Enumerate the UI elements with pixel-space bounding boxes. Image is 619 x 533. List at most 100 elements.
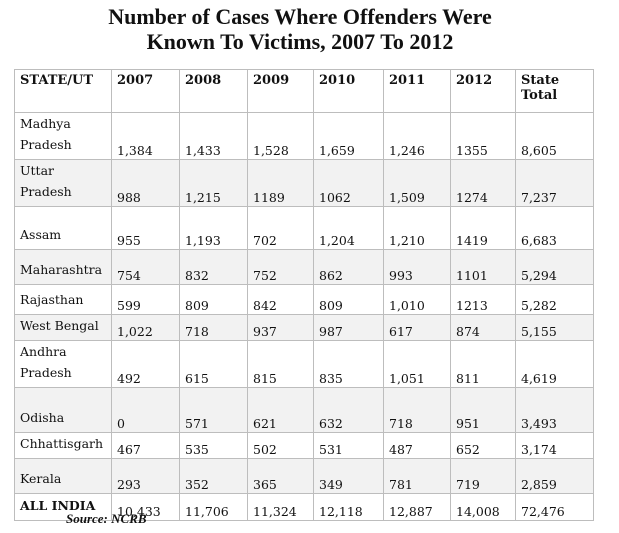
value-cell: 11,706: [179, 493, 248, 521]
table-row: Maharashtra 754 832 752 862 993 1101 5,2…: [14, 249, 594, 285]
value-cell: 1419: [450, 206, 516, 250]
value-cell: 10,433: [111, 493, 180, 521]
value-cell: 293: [111, 458, 180, 494]
value-cell: 937: [247, 314, 314, 341]
state-cell: Madhya Pradesh: [14, 112, 112, 160]
value-cell: 815: [247, 340, 314, 388]
value-cell: 352: [179, 458, 248, 494]
value-cell: 951: [450, 387, 516, 433]
table-row-total: ALL INDIA 10,433 11,706 11,324 12,118 12…: [14, 493, 594, 521]
value-cell: 615: [179, 340, 248, 388]
value-cell: 11,324: [247, 493, 314, 521]
cases-table: STATE/UT 2007 2008 2009 2010 2011 2012 S…: [14, 69, 594, 521]
header-2008: 2008: [179, 69, 248, 113]
value-cell: 1274: [450, 159, 516, 207]
value-cell: 7,237: [515, 159, 594, 207]
header-2011: 2011: [383, 69, 451, 113]
value-cell: 5,294: [515, 249, 594, 285]
table-row: Assam 955 1,193 702 1,204 1,210 1419 6,6…: [14, 206, 594, 250]
value-cell: 832: [179, 249, 248, 285]
value-cell: 1,210: [383, 206, 451, 250]
title-line-1: Number of Cases Where Offenders Were: [108, 4, 492, 29]
state-cell: Chhattisgarh: [14, 432, 112, 459]
value-cell: 0: [111, 387, 180, 433]
table-row: Uttar Pradesh 988 1,215 1189 1062 1,509 …: [14, 159, 594, 207]
value-cell: 72,476: [515, 493, 594, 521]
value-cell: 502: [247, 432, 314, 459]
value-cell: 535: [179, 432, 248, 459]
value-cell: 1,659: [313, 112, 384, 160]
value-cell: 1,528: [247, 112, 314, 160]
value-cell: 12,887: [383, 493, 451, 521]
header-state: STATE/UT: [14, 69, 112, 113]
value-cell: 1062: [313, 159, 384, 207]
value-cell: 571: [179, 387, 248, 433]
page-title: Number of Cases Where Offenders Were Kno…: [0, 4, 600, 54]
value-cell: 955: [111, 206, 180, 250]
value-cell: 811: [450, 340, 516, 388]
value-cell: 531: [313, 432, 384, 459]
value-cell: 719: [450, 458, 516, 494]
state-cell: Kerala: [14, 458, 112, 494]
value-cell: 718: [383, 387, 451, 433]
value-cell: 5,155: [515, 314, 594, 341]
value-cell: 1,246: [383, 112, 451, 160]
value-cell: 621: [247, 387, 314, 433]
header-row: STATE/UT 2007 2008 2009 2010 2011 2012 S…: [14, 69, 594, 113]
value-cell: 4,619: [515, 340, 594, 388]
value-cell: 652: [450, 432, 516, 459]
header-2012: 2012: [450, 69, 516, 113]
value-cell: 14,008: [450, 493, 516, 521]
value-cell: 1355: [450, 112, 516, 160]
table-row: Rajasthan 599 809 842 809 1,010 1213 5,2…: [14, 284, 594, 315]
value-cell: 6,683: [515, 206, 594, 250]
value-cell: 2,859: [515, 458, 594, 494]
table-row: West Bengal 1,022 718 937 987 617 874 5,…: [14, 314, 594, 341]
value-cell: 492: [111, 340, 180, 388]
value-cell: 1,193: [179, 206, 248, 250]
source-note: Source: NCRB: [66, 511, 147, 526]
header-state-total: State Total: [515, 69, 594, 113]
state-cell: Odisha: [14, 387, 112, 433]
header-2007: 2007: [111, 69, 180, 113]
value-cell: 1,433: [179, 112, 248, 160]
value-cell: 487: [383, 432, 451, 459]
value-cell: 1101: [450, 249, 516, 285]
value-cell: 1213: [450, 284, 516, 315]
state-cell: Maharashtra: [14, 249, 112, 285]
value-cell: 993: [383, 249, 451, 285]
value-cell: 988: [111, 159, 180, 207]
table-row: Chhattisgarh 467 535 502 531 487 652 3,1…: [14, 432, 594, 459]
value-cell: 1,215: [179, 159, 248, 207]
state-cell: Rajasthan: [14, 284, 112, 315]
value-cell: 781: [383, 458, 451, 494]
value-cell: 842: [247, 284, 314, 315]
value-cell: 3,493: [515, 387, 594, 433]
value-cell: 1,051: [383, 340, 451, 388]
table-row: Madhya Pradesh 1,384 1,433 1,528 1,659 1…: [14, 112, 594, 160]
value-cell: 809: [313, 284, 384, 315]
state-cell: ALL INDIA: [14, 493, 112, 521]
title-line-2: Known To Victims, 2007 To 2012: [146, 29, 454, 54]
value-cell: 754: [111, 249, 180, 285]
value-cell: 617: [383, 314, 451, 341]
state-cell: Andhra Pradesh: [14, 340, 112, 388]
value-cell: 1,384: [111, 112, 180, 160]
value-cell: 8,605: [515, 112, 594, 160]
value-cell: 1,010: [383, 284, 451, 315]
value-cell: 1,022: [111, 314, 180, 341]
state-cell: Uttar Pradesh: [14, 159, 112, 207]
value-cell: 1,204: [313, 206, 384, 250]
value-cell: 3,174: [515, 432, 594, 459]
value-cell: 467: [111, 432, 180, 459]
value-cell: 1,509: [383, 159, 451, 207]
table-row: Odisha 0 571 621 632 718 951 3,493: [14, 387, 594, 433]
value-cell: 862: [313, 249, 384, 285]
value-cell: 599: [111, 284, 180, 315]
value-cell: 12,118: [313, 493, 384, 521]
value-cell: 987: [313, 314, 384, 341]
table-row: Kerala 293 352 365 349 781 719 2,859: [14, 458, 594, 494]
table-row: Andhra Pradesh 492 615 815 835 1,051 811…: [14, 340, 594, 388]
value-cell: 752: [247, 249, 314, 285]
value-cell: 365: [247, 458, 314, 494]
